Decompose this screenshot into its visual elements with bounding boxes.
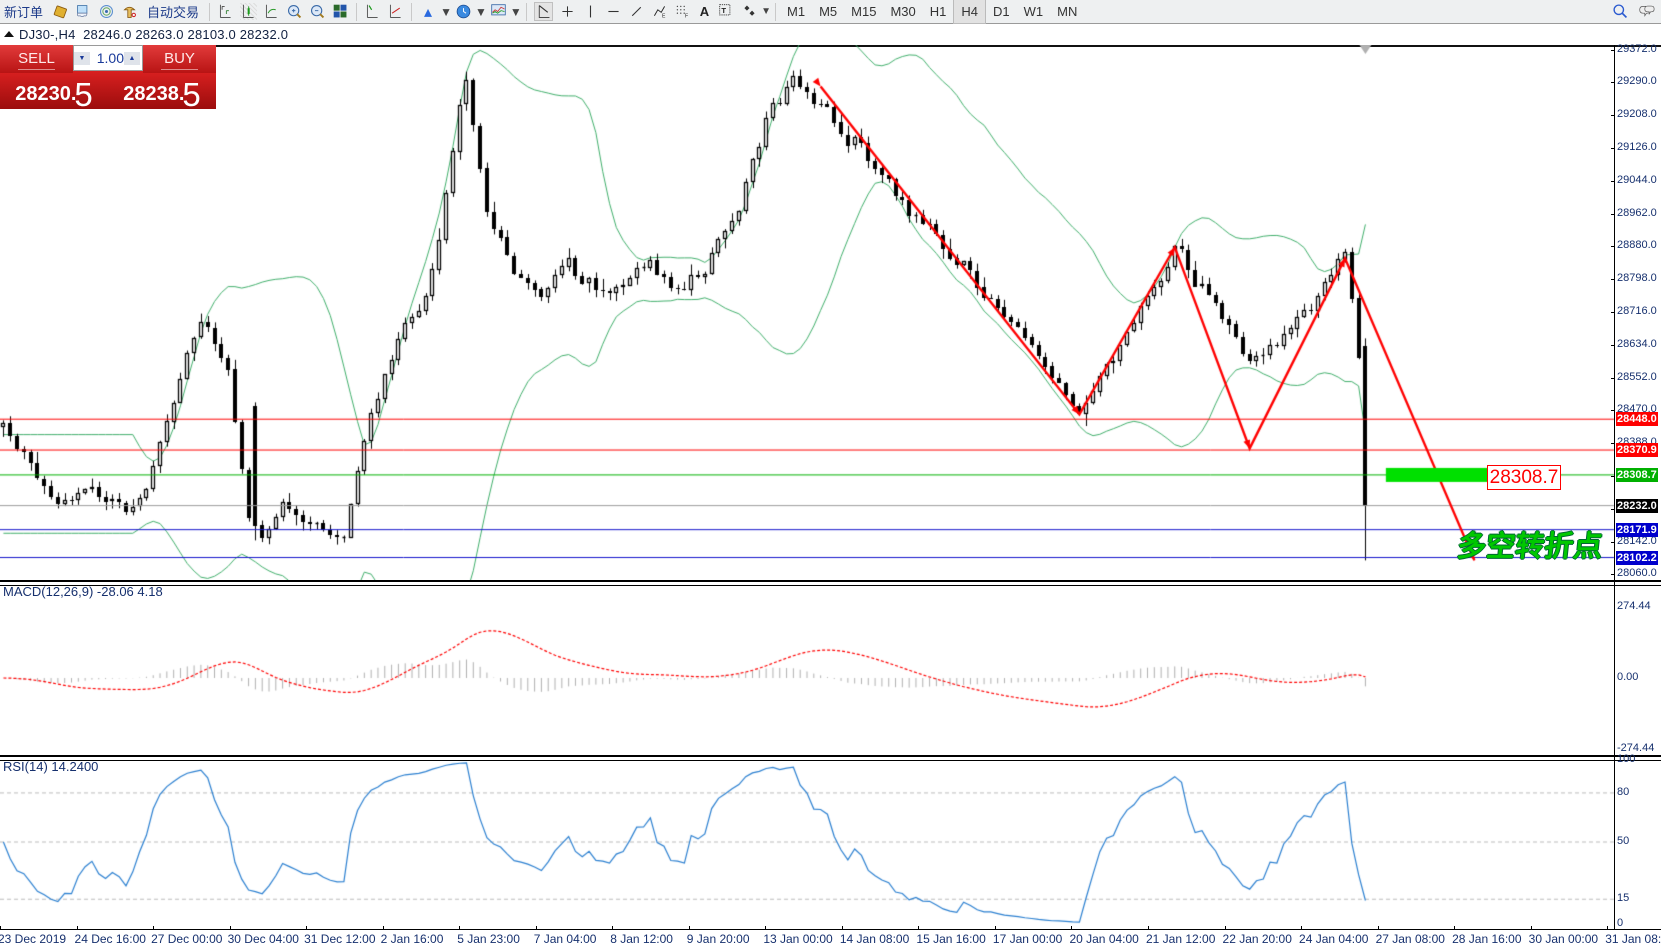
svg-text:T: T (722, 6, 727, 15)
svg-text:E: E (662, 13, 666, 19)
svg-text:F: F (685, 13, 688, 19)
